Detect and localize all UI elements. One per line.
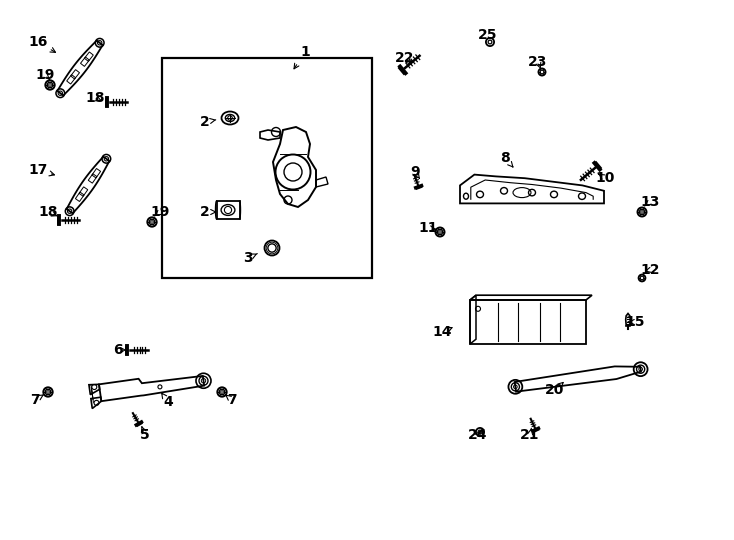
Text: 9: 9 bbox=[410, 165, 420, 179]
Text: 25: 25 bbox=[479, 28, 498, 42]
Text: 1: 1 bbox=[300, 45, 310, 59]
Text: 2: 2 bbox=[200, 115, 210, 129]
Text: 6: 6 bbox=[113, 343, 123, 357]
Text: 7: 7 bbox=[228, 393, 237, 407]
Text: 2: 2 bbox=[200, 205, 210, 219]
Text: 12: 12 bbox=[640, 263, 660, 277]
Text: 17: 17 bbox=[29, 163, 48, 177]
Text: 19: 19 bbox=[35, 68, 55, 82]
Bar bbox=[162, 58, 372, 278]
Text: 13: 13 bbox=[640, 195, 660, 209]
Text: 20: 20 bbox=[545, 383, 564, 397]
Text: 21: 21 bbox=[520, 428, 539, 442]
Text: 11: 11 bbox=[418, 221, 437, 235]
Text: 14: 14 bbox=[432, 325, 451, 339]
Text: 8: 8 bbox=[500, 151, 510, 165]
Text: 19: 19 bbox=[150, 205, 170, 219]
Text: 4: 4 bbox=[163, 395, 173, 409]
Text: 7: 7 bbox=[30, 393, 40, 407]
Text: 3: 3 bbox=[243, 251, 252, 265]
Text: 24: 24 bbox=[468, 428, 488, 442]
Text: 22: 22 bbox=[395, 51, 415, 65]
Bar bbox=[217, 201, 239, 219]
Text: 18: 18 bbox=[85, 91, 105, 105]
Text: 5: 5 bbox=[140, 428, 150, 442]
Text: 16: 16 bbox=[29, 35, 48, 49]
Text: 10: 10 bbox=[595, 171, 614, 185]
Text: 18: 18 bbox=[38, 205, 58, 219]
Text: 23: 23 bbox=[528, 55, 548, 69]
Text: 15: 15 bbox=[625, 315, 644, 329]
